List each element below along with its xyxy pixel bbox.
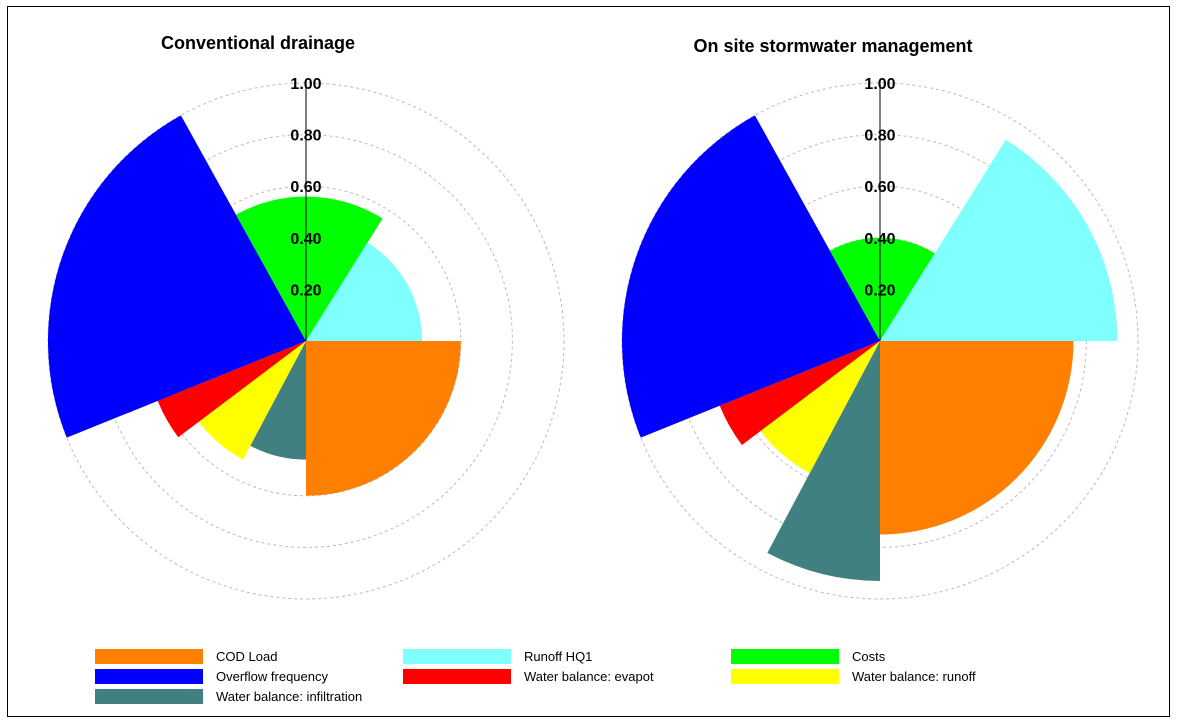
legend-label-cod-load: COD Load xyxy=(216,649,277,664)
chart-title: Conventional drainage xyxy=(161,33,355,53)
tick-label: 0.60 xyxy=(290,179,321,196)
sector-water-balance-runoff xyxy=(198,341,306,460)
chart-onsite-stormwater: 0.20 0.40 0.60 0.80 1.00 On site stormwater m… xyxy=(621,36,1139,600)
sector-cod-load xyxy=(880,341,1074,535)
tick-label: 0.80 xyxy=(290,128,321,145)
tick-label: 0.60 xyxy=(864,179,895,196)
legend-label-runoff-hq1: Runoff HQ1 xyxy=(524,649,592,664)
sector-costs xyxy=(235,196,383,341)
legend-label-water-balance-infiltration: Water balance: infiltration xyxy=(216,689,362,704)
sector-water-balance-infiltration xyxy=(250,341,306,460)
legend-swatch-cod-load xyxy=(95,649,203,664)
chart-title: On site stormwater management xyxy=(693,36,972,56)
legend-swatch-water-balance-runoff xyxy=(731,669,839,684)
legend-swatch-runoff-hq1 xyxy=(403,649,511,664)
polar-charts: 0.20 0.40 0.60 0.80 1.00 Conventional drainag… xyxy=(47,33,1139,704)
tick-label: 0.40 xyxy=(290,231,321,248)
chart-conventional-drainage: 0.20 0.40 0.60 0.80 1.00 Conventional drainag… xyxy=(47,33,565,600)
tick-label: 1.00 xyxy=(290,76,321,93)
legend-swatch-water-balance-evapot xyxy=(403,669,511,684)
tick-label: 1.00 xyxy=(864,76,895,93)
legend-swatch-water-balance-infiltration xyxy=(95,689,203,704)
legend-label-overflow-frequency: Overflow frequency xyxy=(216,669,328,684)
sector-costs xyxy=(829,237,935,341)
legend: COD Load Runoff HQ1 Costs Overflow frequenc… xyxy=(95,649,976,704)
legend-swatch-overflow-frequency xyxy=(95,669,203,684)
sector-runoff-hq1 xyxy=(306,242,423,341)
tick-label: 0.20 xyxy=(864,282,895,299)
legend-label-costs: Costs xyxy=(852,649,886,664)
sector-cod-load xyxy=(306,341,461,496)
sector-water-balance-runoff xyxy=(760,341,880,474)
sector-runoff-hq1 xyxy=(880,139,1118,341)
tick-label: 0.80 xyxy=(864,128,895,145)
tick-label: 0.20 xyxy=(290,282,321,299)
legend-label-water-balance-runoff: Water balance: runoff xyxy=(852,669,976,684)
tick-label: 0.40 xyxy=(864,231,895,248)
legend-label-water-balance-evapot: Water balance: evapot xyxy=(524,669,654,684)
sector-overflow-frequency xyxy=(622,115,880,438)
sector-water-balance-infiltration xyxy=(767,341,880,581)
legend-swatch-costs xyxy=(731,649,839,664)
sector-water-balance-evapot xyxy=(719,341,880,446)
sector-water-balance-evapot xyxy=(157,341,306,438)
sector-overflow-frequency xyxy=(47,115,307,438)
chart-frame: 0.20 0.40 0.60 0.80 1.00 Conventional drainag… xyxy=(7,6,1170,717)
